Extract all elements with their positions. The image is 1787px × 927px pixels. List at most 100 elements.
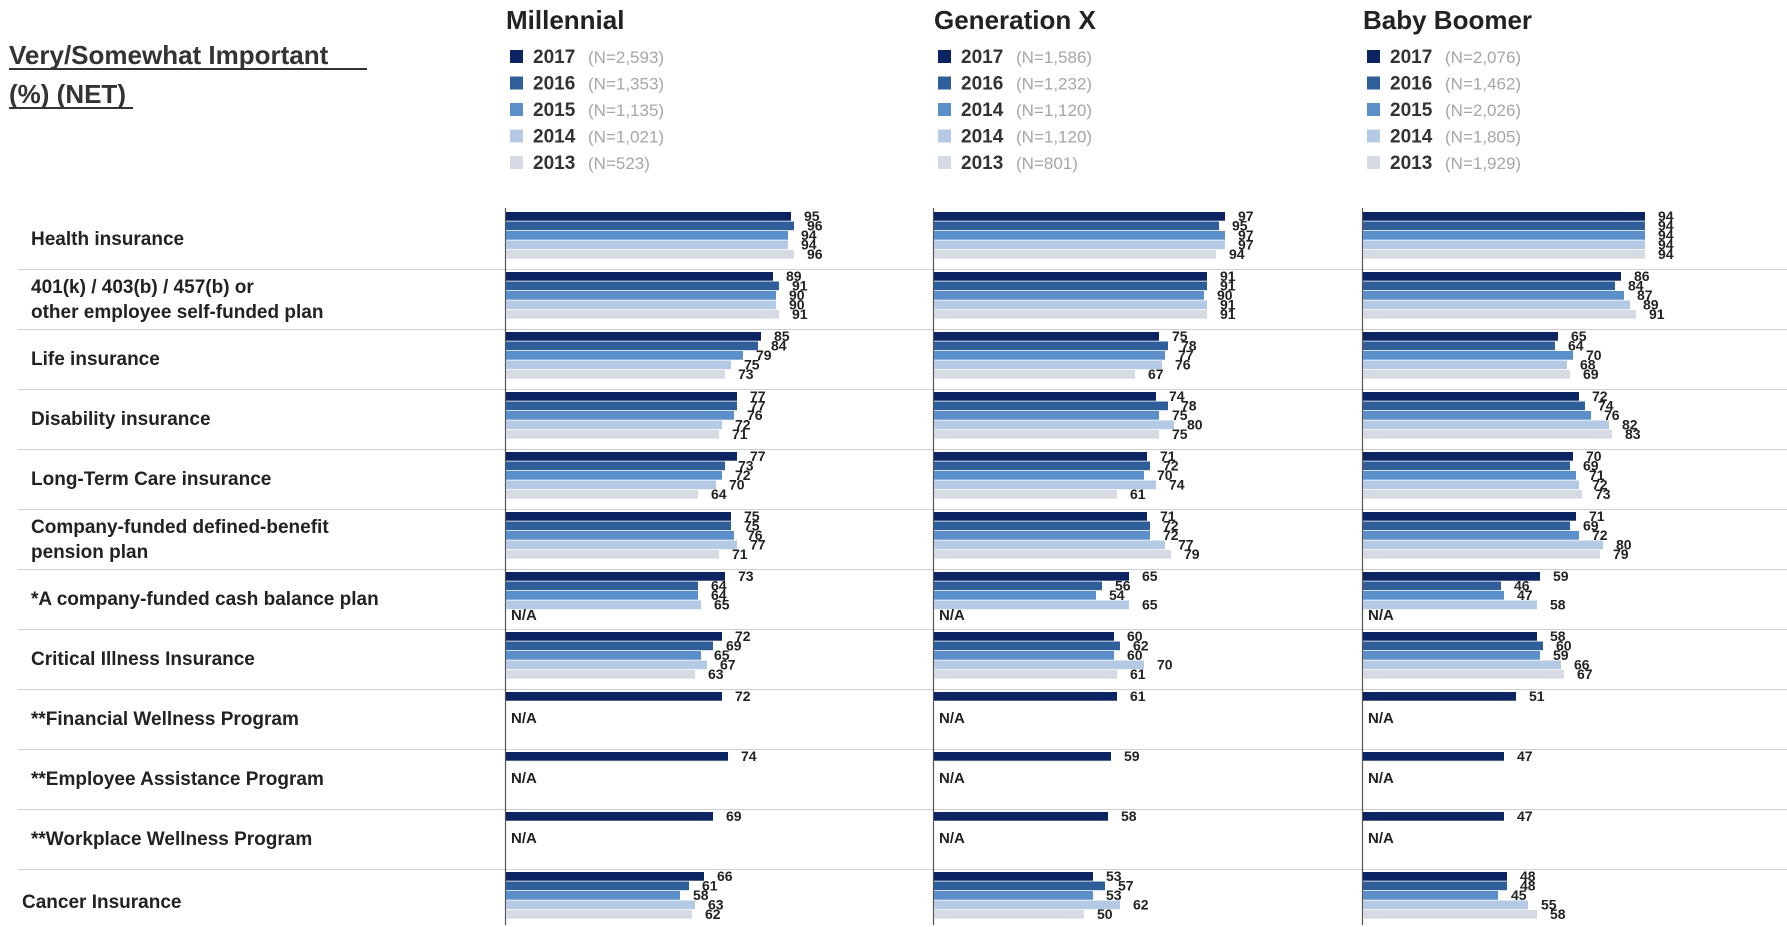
legend-swatch [938,50,951,63]
bar [934,512,1147,521]
bar-value-label: 89 [786,268,802,284]
bar-value-label: 62 [1133,897,1149,913]
category-label-10: **Employee Assistance Program [31,769,324,790]
bar-value-label: 97 [1238,208,1254,224]
bar-value-label: 77 [1178,347,1194,363]
bar [1363,360,1567,370]
bar-value-label: 76 [1604,407,1620,423]
bar-value-label: 79 [756,347,772,363]
bar [934,341,1168,351]
bar-value-label: 72 [735,688,751,704]
bar [506,900,695,910]
bar [1363,240,1645,250]
bar-value-label: 85 [774,328,790,344]
bar [934,651,1114,660]
bar-value-label: 71 [1160,508,1176,524]
bar [934,401,1168,411]
bar-value-label: 70 [1157,467,1173,483]
na-label: N/A [1368,607,1394,624]
bar [934,600,1129,610]
bar-value-label: 72 [1163,518,1179,534]
bar [934,692,1117,701]
bar [934,521,1150,531]
na-label: N/A [511,710,537,727]
bar [506,291,776,300]
chart-title-line-2: (%) (NET) [9,79,126,109]
bar-value-label: 91 [792,278,808,294]
legend-n: (N=2,593) [588,48,664,67]
legend-swatch [1367,103,1380,116]
bar-value-label: 83 [1625,426,1641,442]
legend-swatch [510,156,523,169]
bar-value-label: 75 [1172,426,1188,442]
legend-n: (N=1,586) [1016,48,1092,67]
bar-value-label: 63 [708,897,724,913]
bar [1363,300,1630,310]
bar [1363,430,1612,439]
bar [506,281,779,291]
bar [1363,332,1558,341]
bar-value-label: 58 [693,887,709,903]
bar [1363,910,1537,919]
chart-header: Very/Somewhat Important (%) (NET) [9,40,367,109]
bar [1363,420,1609,430]
bar [934,881,1105,891]
bar [506,521,731,531]
bar [1363,221,1645,231]
bar [506,332,761,341]
legend-year: 2014 [961,100,1004,121]
bar [934,490,1117,499]
bar [1363,900,1528,910]
bar [934,581,1102,591]
bar-value-label: 75 [1172,407,1188,423]
bar-value-label: 63 [708,666,724,682]
bar [1363,281,1615,291]
bar [934,250,1216,259]
legend-year: 2017 [961,47,1003,68]
bar-value-label: 57 [1118,878,1134,894]
bar-value-label: 55 [1541,897,1557,913]
bar-value-label: 61 [1130,688,1146,704]
bar [1363,291,1624,300]
bar [506,632,722,641]
bar [934,641,1120,651]
bar-value-label: 91 [1220,306,1236,322]
bar-value-label: 61 [1130,666,1146,682]
bar-value-label: 91 [792,306,808,322]
bar [1363,452,1573,461]
category-label-4: Disability insurance [31,409,211,430]
bar [1363,231,1645,240]
bar-value-label: 61 [702,878,718,894]
legend-n: (N=1,232) [1016,75,1092,94]
bar-value-label: 72 [735,628,751,644]
bar-value-label: 73 [738,366,754,382]
bar [506,272,773,281]
bar [1363,692,1516,701]
legend-year: 2014 [961,127,1004,148]
bar-value-label: 70 [1586,347,1602,363]
legend-swatch [938,156,951,169]
bar-value-label: 71 [732,426,748,442]
bar-value-label: 72 [1163,458,1179,474]
bar [506,430,719,439]
bar-value-label: 65 [714,647,730,663]
bar [1363,212,1645,221]
category-label-11: **Workplace Wellness Program [31,829,312,850]
row-grid: Health insurance 401(k) / 403(b) / 457(b)… [18,229,1787,913]
bar-value-label: 77 [750,388,766,404]
bar [506,351,743,360]
legend-year: 2014 [533,127,576,148]
bar-value-label: 65 [714,597,730,613]
bar [934,900,1120,910]
bar [506,651,701,660]
bar [1363,891,1498,900]
bar-value-label: 59 [1124,748,1140,764]
panels: Millennial 2017 (N=2,593) 2016 (N=1,353) 2015… [504,5,1674,925]
bar [506,300,776,310]
bar [506,812,713,821]
bar-value-label: 58 [1121,808,1137,824]
bar [1363,250,1645,259]
legend-n: (N=801) [1016,154,1078,173]
bar-value-label: 72 [1592,388,1608,404]
legend-year: 2016 [961,74,1003,95]
